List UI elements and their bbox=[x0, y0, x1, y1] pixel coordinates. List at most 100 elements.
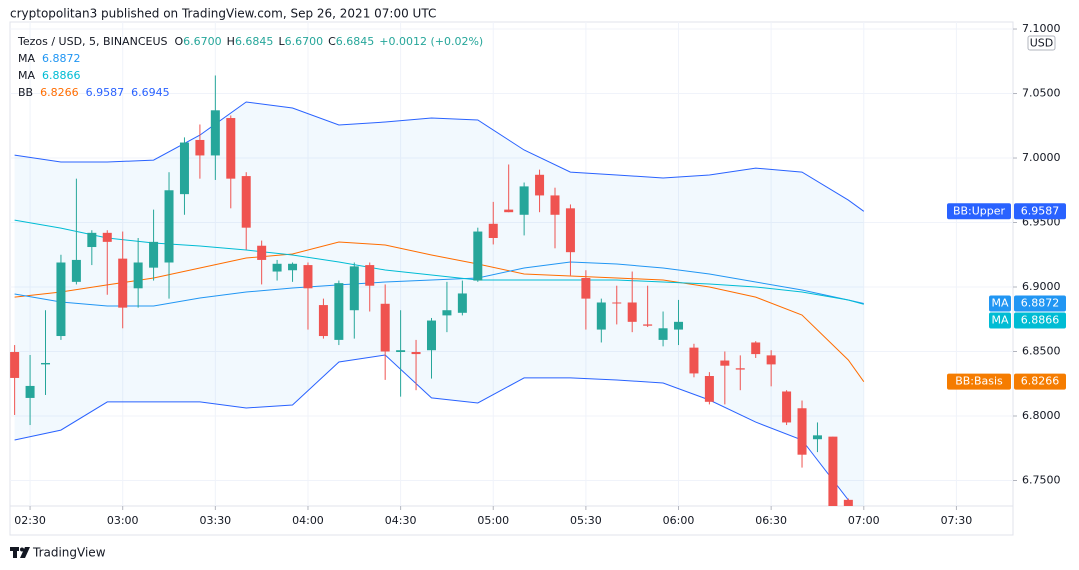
candle-body bbox=[797, 408, 807, 455]
candle-body bbox=[334, 283, 344, 340]
candle-body bbox=[41, 362, 51, 365]
candle-body bbox=[612, 302, 622, 304]
candle-body bbox=[720, 360, 730, 366]
ohlc-key: H bbox=[227, 35, 235, 48]
logo-part bbox=[13, 547, 17, 558]
x-tick-label: 05:00 bbox=[477, 514, 509, 527]
x-tick-label: 07:30 bbox=[941, 514, 973, 527]
tag-label-box bbox=[989, 295, 1011, 312]
y-tick-label: 6.8500 bbox=[1022, 345, 1061, 358]
footer: TradingView bbox=[32, 546, 106, 560]
indicator-value: 6.8266 bbox=[40, 86, 79, 99]
candle-body bbox=[519, 186, 529, 215]
ohlc-value: 6.6845 bbox=[336, 35, 375, 48]
candle-body bbox=[102, 232, 112, 242]
candle-body bbox=[426, 320, 436, 351]
candle-body bbox=[488, 223, 498, 238]
indicator-line: MA 6.8866 bbox=[18, 69, 81, 82]
axes: 6.75006.80006.85006.90006.95007.00007.05… bbox=[14, 22, 1060, 527]
indicator-name: BB bbox=[18, 86, 33, 99]
grid bbox=[10, 22, 1013, 506]
y-tick-label: 7.1000 bbox=[1022, 22, 1061, 35]
tag-label: BB:Basis bbox=[955, 375, 1003, 388]
y-tick-label: 6.7500 bbox=[1022, 473, 1061, 486]
y-tick-label: 6.8000 bbox=[1022, 409, 1061, 422]
footer-logo bbox=[10, 547, 30, 558]
x-tick-label: 06:00 bbox=[663, 514, 695, 527]
currency: USD bbox=[1030, 37, 1054, 50]
candle-body bbox=[133, 262, 143, 289]
x-tick-label: 04:30 bbox=[385, 514, 417, 527]
logo-part bbox=[20, 547, 24, 552]
candle-body bbox=[689, 347, 699, 374]
candle-body bbox=[735, 368, 745, 370]
candle-body bbox=[674, 321, 684, 330]
candle-body bbox=[365, 265, 375, 286]
indicator-name: MA bbox=[18, 52, 35, 65]
candle-body bbox=[411, 352, 421, 355]
candle-body bbox=[179, 142, 189, 195]
x-tick-label: 03:00 bbox=[107, 514, 139, 527]
indicator-line: BB 6.8266 6.9587 6.6945 bbox=[18, 86, 170, 99]
bb-upper bbox=[14, 101, 865, 212]
candle-body bbox=[442, 310, 452, 316]
tag-value-box bbox=[1014, 373, 1066, 390]
tag-label: MA bbox=[991, 297, 1008, 310]
ma-line bbox=[14, 261, 864, 307]
tag-value: 6.8266 bbox=[1021, 375, 1060, 388]
ohlc-value: 6.6700 bbox=[285, 35, 324, 48]
candle-body bbox=[288, 263, 298, 271]
candle-body bbox=[782, 391, 792, 423]
candle-body bbox=[195, 139, 205, 156]
candle-body bbox=[581, 277, 591, 299]
candle-body bbox=[658, 328, 668, 340]
bb-basis bbox=[14, 241, 865, 382]
candle-body bbox=[56, 262, 66, 337]
indicator-value: 6.8872 bbox=[42, 52, 81, 65]
candle-body bbox=[118, 258, 128, 308]
legend-line: Tezos / USD, 5, BINANCEUS O6.6700 H6.6845 L… bbox=[17, 35, 483, 48]
candle-body bbox=[71, 259, 81, 282]
ohlc-key: O bbox=[174, 35, 183, 48]
bb-lower bbox=[14, 354, 851, 506]
indicator-value: 6.6945 bbox=[131, 86, 170, 99]
candle-body bbox=[226, 118, 236, 179]
candle-body bbox=[643, 324, 653, 326]
logo-part bbox=[20, 547, 30, 558]
candle-body bbox=[550, 195, 560, 215]
x-tick-label: 03:30 bbox=[199, 514, 231, 527]
candle-body bbox=[766, 355, 776, 365]
indicator-line: MA 6.8872 bbox=[18, 52, 81, 65]
candle-body bbox=[241, 176, 251, 228]
price-tags: BB:Upper 6.9587 MA 6.8872 MA 6.8866 BB:Basis 6.… bbox=[947, 203, 1066, 390]
y-tick-label: 6.9000 bbox=[1022, 280, 1061, 293]
candle-body bbox=[565, 208, 575, 253]
candle-body bbox=[318, 305, 328, 337]
indicator-value: 6.8866 bbox=[42, 69, 81, 82]
candle-body bbox=[210, 110, 220, 156]
candle-body bbox=[704, 376, 714, 402]
header: cryptopolitan3 published on TradingView.… bbox=[10, 7, 436, 21]
ohlc-value: 6.6845 bbox=[235, 35, 274, 48]
candle-body bbox=[349, 266, 359, 311]
candle-body bbox=[843, 499, 853, 506]
candle-body bbox=[380, 303, 390, 352]
tag-value-box bbox=[1014, 295, 1066, 312]
tag-label-box bbox=[947, 373, 1011, 390]
candle-body bbox=[87, 232, 97, 248]
candle-body bbox=[535, 174, 545, 196]
tag-value: 6.8872 bbox=[1021, 297, 1060, 310]
candle-body bbox=[303, 265, 313, 289]
tag-label-box bbox=[947, 203, 1011, 220]
indicator-value: 6.9587 bbox=[86, 86, 125, 99]
tag-label: BB:Upper bbox=[953, 204, 1006, 217]
symbol: Tezos / USD, 5, BINANCEUS bbox=[17, 35, 167, 48]
tag-value-box bbox=[1014, 203, 1066, 220]
ohlc-value: 6.6700 bbox=[183, 35, 222, 48]
x-tick-label: 02:30 bbox=[14, 514, 46, 527]
x-tick-label: 06:30 bbox=[755, 514, 787, 527]
ohlc-key: L bbox=[278, 35, 285, 48]
candle-body bbox=[751, 342, 761, 355]
candle-body bbox=[504, 209, 514, 213]
